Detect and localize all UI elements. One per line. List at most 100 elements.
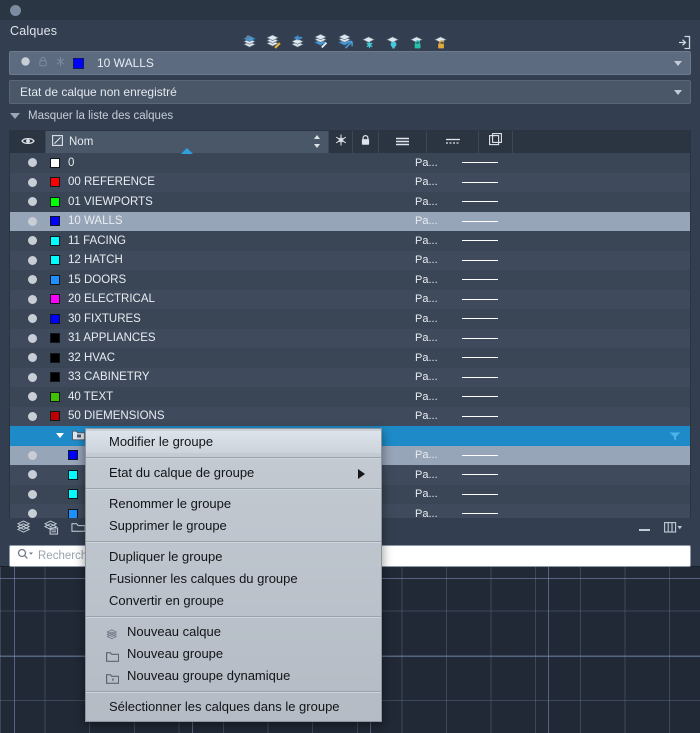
layer-lock-icon[interactable]: [410, 34, 425, 49]
table-row[interactable]: 50 DIEMENSIONS Pa...: [10, 406, 690, 426]
menu-item[interactable]: Dupliquer le groupe: [86, 546, 381, 568]
palette-titlebar[interactable]: [0, 0, 700, 20]
table-row[interactable]: 0 Pa...: [10, 153, 690, 173]
row-visibility-toggle[interactable]: [28, 489, 37, 499]
table-row[interactable]: 00 REFERENCE Pa...: [10, 172, 690, 192]
column-header-viewport[interactable]: [479, 131, 513, 153]
menu-item[interactable]: Modifier le groupe: [86, 431, 381, 453]
row-color-swatch[interactable]: [50, 352, 60, 363]
menu-item[interactable]: Nouveau groupe dynamique: [86, 665, 381, 687]
toggle-layer-list[interactable]: Masquer la liste des calques: [10, 110, 173, 122]
row-visibility-toggle[interactable]: [28, 216, 37, 226]
row-visibility-toggle[interactable]: [28, 470, 37, 480]
layer-properties-icon[interactable]: [43, 520, 59, 540]
dock-close-icon[interactable]: [678, 35, 691, 50]
row-visibility-toggle[interactable]: [28, 294, 37, 304]
row-color-swatch[interactable]: [50, 333, 60, 344]
row-visibility-toggle[interactable]: [28, 197, 37, 207]
table-row[interactable]: 20 ELECTRICAL Pa...: [10, 289, 690, 309]
row-color-swatch[interactable]: [50, 294, 60, 305]
bulb-icon[interactable]: [20, 54, 31, 72]
menu-item[interactable]: Nouveau calque: [86, 621, 381, 643]
menu-item[interactable]: Nouveau groupe: [86, 643, 381, 665]
row-color-swatch[interactable]: [50, 196, 60, 207]
layer-off-icon[interactable]: [386, 34, 401, 49]
table-row[interactable]: 10 WALLS Pa...: [10, 211, 690, 231]
row-color-swatch[interactable]: [68, 469, 78, 480]
row-visibility-toggle[interactable]: [28, 314, 37, 324]
row-visibility-toggle[interactable]: [28, 177, 37, 187]
row-visibility-toggle[interactable]: [28, 236, 37, 246]
row-visibility-toggle[interactable]: [28, 158, 37, 168]
row-color-swatch[interactable]: [50, 372, 60, 383]
search-icon[interactable]: [17, 547, 33, 565]
table-row[interactable]: 11 FACING Pa...: [10, 231, 690, 251]
row-color-swatch[interactable]: [68, 489, 78, 500]
table-row[interactable]: 32 HVAC Pa...: [10, 348, 690, 368]
layer-unlock-icon[interactable]: [434, 34, 449, 49]
menu-item[interactable]: Fusionner les calques du groupe: [86, 568, 381, 590]
row-visibility-toggle[interactable]: [28, 372, 37, 382]
row-color-swatch[interactable]: [68, 508, 78, 518]
table-row[interactable]: 15 DOORS Pa...: [10, 270, 690, 290]
table-row[interactable]: 40 TEXT Pa...: [10, 387, 690, 407]
table-row[interactable]: 30 FIXTURES Pa...: [10, 309, 690, 329]
menu-item[interactable]: Etat du calque de groupe: [86, 462, 381, 484]
chevron-down-icon[interactable]: [674, 61, 682, 66]
table-row[interactable]: 12 HATCH Pa...: [10, 250, 690, 270]
group-expand-icon[interactable]: [56, 433, 64, 438]
layer-state-combo[interactable]: Etat de calque non enregistré: [9, 80, 691, 104]
freeze-icon[interactable]: [55, 54, 66, 72]
layer-rows[interactable]: 0 Pa... 00 REFERENCE Pa... 01 VIEWPORTS Pa...…: [10, 153, 690, 518]
row-color-swatch[interactable]: [68, 450, 78, 461]
sort-indicator-icon[interactable]: [313, 135, 321, 153]
menu-item[interactable]: Convertir en groupe: [86, 590, 381, 612]
layer-unisolate-icon[interactable]: [266, 34, 281, 49]
row-visibility-toggle[interactable]: [28, 255, 37, 265]
table-row[interactable]: 31 APPLIANCES Pa...: [10, 328, 690, 348]
row-visibility-toggle[interactable]: [28, 411, 37, 421]
columns-icon[interactable]: [664, 521, 683, 539]
row-color-swatch[interactable]: [50, 313, 60, 324]
table-row[interactable]: 33 CABINETRY Pa...: [10, 367, 690, 387]
column-header-freeze[interactable]: [329, 131, 353, 153]
row-visibility-toggle[interactable]: [28, 450, 37, 460]
lock-icon[interactable]: [38, 54, 48, 72]
row-visibility-toggle[interactable]: [28, 275, 37, 285]
row-color-swatch[interactable]: [50, 157, 60, 168]
row-color-swatch[interactable]: [50, 255, 60, 266]
row-color-swatch[interactable]: [50, 177, 60, 188]
group-context-menu[interactable]: Modifier le groupe Etat du calque de grou…: [85, 428, 382, 722]
row-color-swatch[interactable]: [50, 411, 60, 422]
row-color-swatch[interactable]: [50, 235, 60, 246]
row-visibility-toggle[interactable]: [28, 509, 37, 518]
layer-color-swatch[interactable]: [73, 57, 84, 69]
new-group-icon[interactable]: [71, 520, 86, 540]
row-visibility-toggle[interactable]: [28, 392, 37, 402]
row-color-swatch[interactable]: [50, 216, 60, 227]
layer-previous-icon[interactable]: [290, 34, 305, 49]
menu-item[interactable]: Supprimer le groupe: [86, 515, 381, 537]
menu-item[interactable]: Sélectionner les calques dans le groupe: [86, 696, 381, 718]
column-header-plot[interactable]: [379, 131, 427, 153]
column-header-linetype[interactable]: [427, 131, 479, 153]
layer-make-current-icon[interactable]: [338, 33, 353, 49]
minimize-icon[interactable]: [639, 529, 650, 531]
column-header-visibility[interactable]: [10, 131, 46, 153]
column-header-lock[interactable]: [353, 131, 379, 153]
table-row[interactable]: 01 VIEWPORTS Pa...: [10, 192, 690, 212]
row-color-swatch[interactable]: [50, 391, 60, 402]
row-visibility-toggle[interactable]: [28, 353, 37, 363]
chevron-down-icon[interactable]: [674, 90, 682, 95]
checkbox-icon[interactable]: [52, 133, 63, 151]
row-visibility-toggle[interactable]: [28, 333, 37, 343]
new-layer-icon[interactable]: [16, 520, 32, 540]
menu-item[interactable]: Renommer le groupe: [86, 493, 381, 515]
palette-menu-dot[interactable]: [10, 5, 21, 16]
current-layer-combo[interactable]: 10 WALLS: [9, 51, 691, 75]
column-header-name[interactable]: Nom: [46, 131, 329, 154]
layer-change-to-current-icon[interactable]: [314, 33, 329, 49]
layer-freeze-icon[interactable]: [362, 34, 377, 49]
layer-isolate-icon[interactable]: [242, 34, 257, 49]
row-color-swatch[interactable]: [50, 274, 60, 285]
